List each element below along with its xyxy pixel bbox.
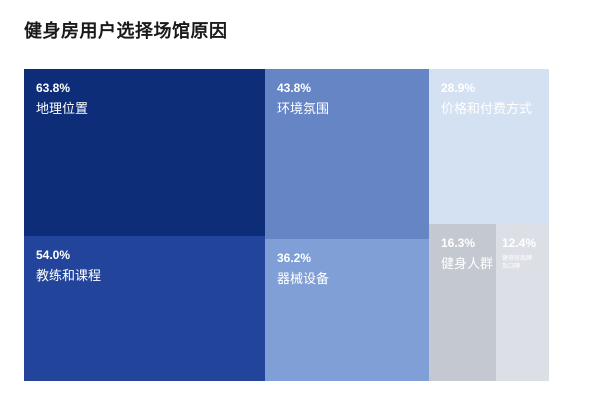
treemap-value-label: 28.9%	[441, 81, 475, 95]
treemap-rect	[429, 69, 549, 224]
treemap-value-label: 54.0%	[36, 248, 70, 262]
treemap-value-label: 12.4%	[502, 236, 536, 250]
treemap-cell-6: 16.3% 健身人群	[429, 224, 496, 381]
treemap-cell-3: 43.8% 环境氛围	[265, 69, 429, 239]
treemap-rect	[496, 224, 549, 381]
treemap-rect	[265, 239, 429, 381]
treemap-value-label: 63.8%	[36, 81, 70, 95]
treemap-category-label: 价格和付费方式	[441, 101, 532, 116]
treemap-cell-1: 63.8% 地理位置	[24, 69, 265, 236]
treemap-category-label: 地理位置	[36, 101, 88, 116]
treemap-rect	[24, 69, 265, 236]
treemap-cell-2: 54.0% 教练和课程	[24, 236, 265, 381]
treemap-rect	[429, 224, 496, 381]
treemap-category-label: 环境氛围	[277, 101, 329, 116]
treemap-rect	[265, 69, 429, 239]
treemap-category-label: 器械设备	[277, 271, 329, 286]
treemap-rect	[24, 236, 265, 381]
chart-title: 健身房用户选择场馆原因	[24, 21, 228, 41]
treemap-category-label: 健身人群	[441, 256, 493, 271]
treemap-value-label: 36.2%	[277, 251, 311, 265]
treemap-cell-7: 12.4% 健身房品牌及口碑	[496, 224, 549, 381]
treemap-cell-5: 28.9% 价格和付费方式	[429, 69, 549, 224]
treemap-value-label: 43.8%	[277, 81, 311, 95]
treemap-cell-4: 36.2% 器械设备	[265, 239, 429, 381]
treemap-value-label: 16.3%	[441, 236, 475, 250]
treemap-category-label: 教练和课程	[36, 268, 101, 283]
treemap-category-label: 健身房品牌及口碑	[502, 254, 532, 270]
